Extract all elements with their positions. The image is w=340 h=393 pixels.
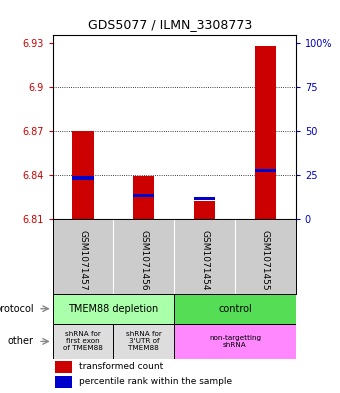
Text: other: other — [7, 336, 33, 346]
Bar — [194, 202, 215, 219]
Text: non-targetting
shRNA: non-targetting shRNA — [209, 335, 261, 348]
Text: control: control — [218, 304, 252, 314]
Text: transformed count: transformed count — [80, 362, 164, 371]
Bar — [255, 46, 276, 219]
Bar — [174, 323, 296, 359]
Bar — [194, 196, 215, 200]
Text: GDS5077 / ILMN_3308773: GDS5077 / ILMN_3308773 — [88, 18, 252, 31]
Bar — [114, 323, 174, 359]
Text: GSM1071456: GSM1071456 — [139, 230, 148, 291]
Bar — [255, 169, 276, 173]
Text: protocol: protocol — [0, 304, 33, 314]
Text: TMEM88 depletion: TMEM88 depletion — [68, 304, 158, 314]
Text: percentile rank within the sample: percentile rank within the sample — [80, 377, 233, 386]
Bar — [53, 323, 114, 359]
Bar — [55, 361, 72, 373]
Bar — [55, 376, 72, 387]
Text: GSM1071454: GSM1071454 — [200, 230, 209, 291]
Bar — [133, 194, 154, 197]
Bar — [133, 176, 154, 219]
Bar — [53, 294, 174, 323]
Bar — [174, 294, 296, 323]
Bar — [72, 131, 94, 219]
Text: GSM1071457: GSM1071457 — [79, 230, 88, 291]
Text: shRNA for
3'UTR of
TMEM88: shRNA for 3'UTR of TMEM88 — [126, 331, 162, 351]
Bar — [72, 176, 94, 180]
Text: shRNA for
first exon
of TMEM88: shRNA for first exon of TMEM88 — [63, 331, 103, 351]
Text: GSM1071455: GSM1071455 — [261, 230, 270, 291]
